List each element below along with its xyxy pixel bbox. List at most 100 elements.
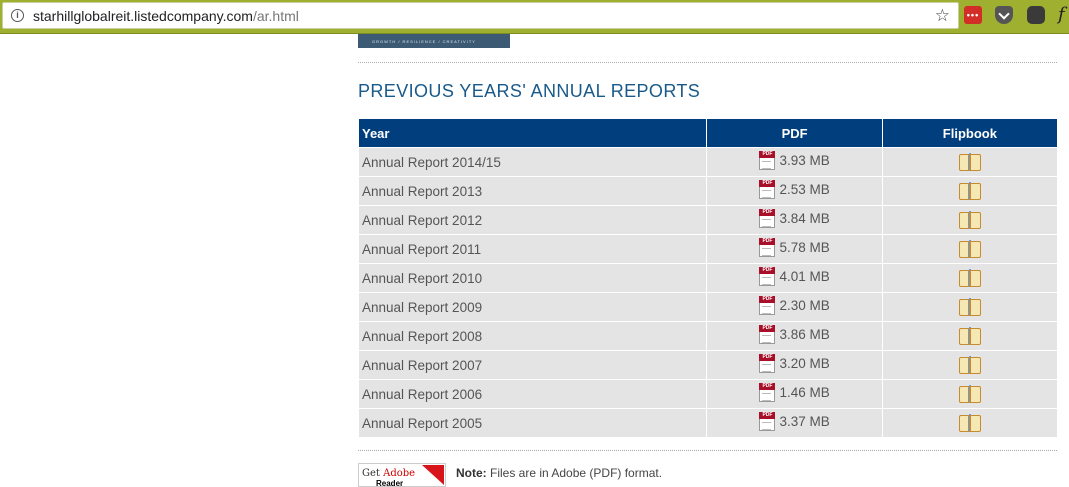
pdf-icon[interactable] xyxy=(759,412,776,431)
adobe-logo-icon xyxy=(422,465,444,485)
table-row: Annual Report 2007 3.20 MB xyxy=(359,351,1057,380)
report-year: Annual Report 2011 xyxy=(359,235,707,264)
report-year: Annual Report 2012 xyxy=(359,206,707,235)
table-row: Annual Report 2011 5.78 MB xyxy=(359,235,1057,264)
header-year: Year xyxy=(359,119,707,148)
pdf-download-link[interactable]: 2.30 MB xyxy=(759,296,830,315)
pdf-cell: 3.20 MB xyxy=(707,351,882,380)
pdf-icon[interactable] xyxy=(759,209,776,228)
adobe-reader: Reader xyxy=(376,479,404,487)
pocket-icon[interactable] xyxy=(995,6,1013,24)
pdf-size[interactable]: 3.37 MB xyxy=(779,414,830,429)
flipbook-cell xyxy=(882,206,1057,235)
extension-f-icon[interactable]: f xyxy=(1058,4,1065,25)
flipbook-book-icon[interactable] xyxy=(958,298,981,316)
pdf-size[interactable]: 3.84 MB xyxy=(779,211,830,226)
pdf-cell: 3.93 MB xyxy=(707,148,882,177)
flipbook-cell xyxy=(882,264,1057,293)
report-year: Annual Report 2014/15 xyxy=(359,148,707,177)
adobe-brand: Adobe xyxy=(383,468,416,479)
flipbook-book-icon[interactable] xyxy=(958,240,981,258)
adobe-badge-text: Get Adobe xyxy=(362,468,415,479)
pdf-icon[interactable] xyxy=(759,383,776,402)
divider xyxy=(358,62,1057,63)
flipbook-cell xyxy=(882,148,1057,177)
table-row: Annual Report 2010 4.01 MB xyxy=(359,264,1057,293)
pdf-size[interactable]: 2.53 MB xyxy=(779,182,830,197)
note-text: Files are in Adobe (PDF) format. xyxy=(486,466,663,480)
pdf-size[interactable]: 2.30 MB xyxy=(779,298,830,313)
adobe-get: Get xyxy=(362,468,380,479)
address-bar[interactable]: i starhillglobalreit.listedcompany.com/a… xyxy=(2,2,959,29)
flipbook-book-icon[interactable] xyxy=(958,269,981,287)
url-path: /ar.html xyxy=(252,8,299,24)
flipbook-cell xyxy=(882,380,1057,409)
note-label: Note: xyxy=(456,466,487,480)
flipbook-cell xyxy=(882,351,1057,380)
table-row: Annual Report 2012 3.84 MB xyxy=(359,206,1057,235)
bookmark-star-icon[interactable]: ☆ xyxy=(934,6,950,25)
evernote-icon[interactable] xyxy=(1027,6,1045,24)
pdf-icon[interactable] xyxy=(759,238,776,257)
report-year: Annual Report 2006 xyxy=(359,380,707,409)
table-row: Annual Report 2008 3.86 MB xyxy=(359,322,1057,351)
table-row: Annual Report 2006 1.46 MB xyxy=(359,380,1057,409)
pdf-cell: 4.01 MB xyxy=(707,264,882,293)
report-year: Annual Report 2013 xyxy=(359,177,707,206)
url-host: starhillglobalreit.listedcompany.com xyxy=(33,8,253,24)
pdf-download-link[interactable]: 5.78 MB xyxy=(759,238,830,257)
pdf-icon[interactable] xyxy=(759,151,776,170)
pdf-download-link[interactable]: 2.53 MB xyxy=(759,180,830,199)
lastpass-icon[interactable]: ••• xyxy=(964,6,982,24)
pdf-size[interactable]: 3.86 MB xyxy=(779,327,830,342)
flipbook-cell xyxy=(882,177,1057,206)
pdf-download-link[interactable]: 3.93 MB xyxy=(759,151,830,170)
pdf-icon[interactable] xyxy=(759,354,776,373)
report-year: Annual Report 2008 xyxy=(359,322,707,351)
pdf-format-note: Note: Files are in Adobe (PDF) format. xyxy=(456,466,662,480)
pdf-size[interactable]: 3.20 MB xyxy=(779,356,830,371)
table-header-row: Year PDF Flipbook xyxy=(359,119,1057,148)
report-year: Annual Report 2007 xyxy=(359,351,707,380)
pdf-icon[interactable] xyxy=(759,180,776,199)
flipbook-book-icon[interactable] xyxy=(958,153,981,171)
flipbook-book-icon[interactable] xyxy=(958,356,981,374)
table-row: Annual Report 2014/15 3.93 MB xyxy=(359,148,1057,177)
url-text[interactable]: starhillglobalreit.listedcompany.com/ar.… xyxy=(33,8,299,24)
pdf-download-link[interactable]: 4.01 MB xyxy=(759,267,830,286)
pdf-size[interactable]: 4.01 MB xyxy=(779,269,830,284)
pdf-icon[interactable] xyxy=(759,296,776,315)
section-title: PREVIOUS YEARS' ANNUAL REPORTS xyxy=(358,81,701,101)
header-pdf: PDF xyxy=(707,119,882,148)
table-row: Annual Report 2005 3.37 MB xyxy=(359,409,1057,438)
flipbook-book-icon[interactable] xyxy=(958,414,981,432)
flipbook-book-icon[interactable] xyxy=(958,182,981,200)
pdf-cell: 2.53 MB xyxy=(707,177,882,206)
flipbook-book-icon[interactable] xyxy=(958,211,981,229)
get-adobe-reader-badge[interactable]: Get Adobe Reader xyxy=(358,463,446,487)
pdf-size[interactable]: 5.78 MB xyxy=(779,240,830,255)
header-flipbook: Flipbook xyxy=(882,119,1057,148)
pdf-icon[interactable] xyxy=(759,325,776,344)
flipbook-book-icon[interactable] xyxy=(958,385,981,403)
pdf-cell: 3.86 MB xyxy=(707,322,882,351)
pdf-download-link[interactable]: 3.86 MB xyxy=(759,325,830,344)
pdf-size[interactable]: 1.46 MB xyxy=(779,385,830,400)
flipbook-cell xyxy=(882,322,1057,351)
browser-toolbar: i starhillglobalreit.listedcompany.com/a… xyxy=(0,0,1069,34)
table-row: Annual Report 2013 2.53 MB xyxy=(359,177,1057,206)
report-year: Annual Report 2010 xyxy=(359,264,707,293)
pdf-download-link[interactable]: 3.37 MB xyxy=(759,412,830,431)
pdf-cell: 5.78 MB xyxy=(707,235,882,264)
pdf-cell: 1.46 MB xyxy=(707,380,882,409)
flipbook-book-icon[interactable] xyxy=(958,327,981,345)
flipbook-cell xyxy=(882,409,1057,438)
pdf-icon[interactable] xyxy=(759,267,776,286)
pdf-download-link[interactable]: 3.20 MB xyxy=(759,354,830,373)
pdf-size[interactable]: 3.93 MB xyxy=(779,153,830,168)
pdf-cell: 3.37 MB xyxy=(707,409,882,438)
info-icon[interactable]: i xyxy=(11,9,24,22)
pdf-download-link[interactable]: 3.84 MB xyxy=(759,209,830,228)
annual-report-banner-image[interactable]: GROWTH / RESILIENCE / CREATIVITY xyxy=(358,34,510,48)
pdf-download-link[interactable]: 1.46 MB xyxy=(759,383,830,402)
